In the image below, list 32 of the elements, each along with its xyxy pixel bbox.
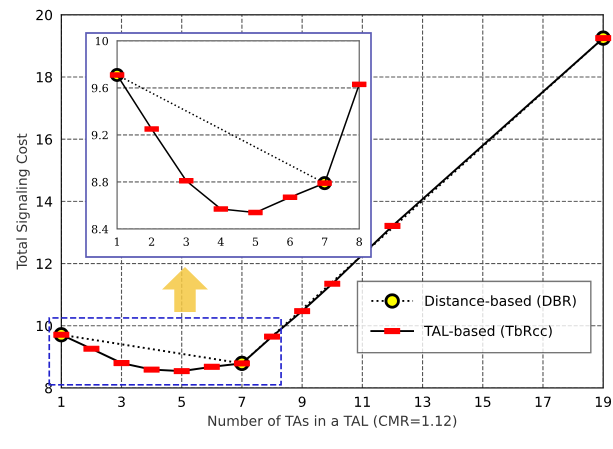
x-tick-label: 1 xyxy=(58,396,64,407)
x-tick-label: 2 xyxy=(148,238,154,246)
y-axis-title: Total Signaling Cost xyxy=(16,134,30,270)
x-tick-label: 7 xyxy=(322,238,328,246)
x-tick-label: 1 xyxy=(114,238,120,246)
x-tick-label: 3 xyxy=(184,238,189,246)
x-axis-title: Number of TAs in a TAL (CMR=1.12) xyxy=(208,415,456,428)
y-tick-label: 9.2 xyxy=(92,130,108,140)
x-tick-label: 17 xyxy=(536,396,551,407)
x-tick-label: 3 xyxy=(118,396,125,408)
y-tick-label: 10 xyxy=(96,36,108,46)
y-tick-label: 8.4 xyxy=(92,224,108,234)
y-tick-label: 18 xyxy=(36,72,52,82)
y-tick-label: 20 xyxy=(36,10,52,20)
x-tick-label: 4 xyxy=(218,238,224,246)
x-tick-label: 5 xyxy=(178,396,185,408)
x-tick-label: 15 xyxy=(475,396,490,408)
y-tick-label: 12 xyxy=(36,258,52,269)
x-tick-label: 9 xyxy=(298,396,306,408)
legend-label: Distance-based (DBR) xyxy=(426,295,576,308)
x-tick-label: 7 xyxy=(238,396,246,407)
legend-label: TAL-based (TbRcc) xyxy=(424,325,552,338)
x-tick-label: 13 xyxy=(415,396,430,408)
x-tick-label: 8 xyxy=(356,238,362,246)
y-tick-label: 8.8 xyxy=(92,178,108,186)
y-tick-label: 16 xyxy=(36,134,52,145)
x-tick-label: 5 xyxy=(252,238,258,246)
x-tick-label: 11 xyxy=(355,396,370,407)
x-tick-label: 6 xyxy=(287,238,293,246)
y-tick-label: 14 xyxy=(36,196,52,207)
x-tick-label: 19 xyxy=(596,396,612,408)
y-tick-label: 9.6 xyxy=(92,84,108,92)
